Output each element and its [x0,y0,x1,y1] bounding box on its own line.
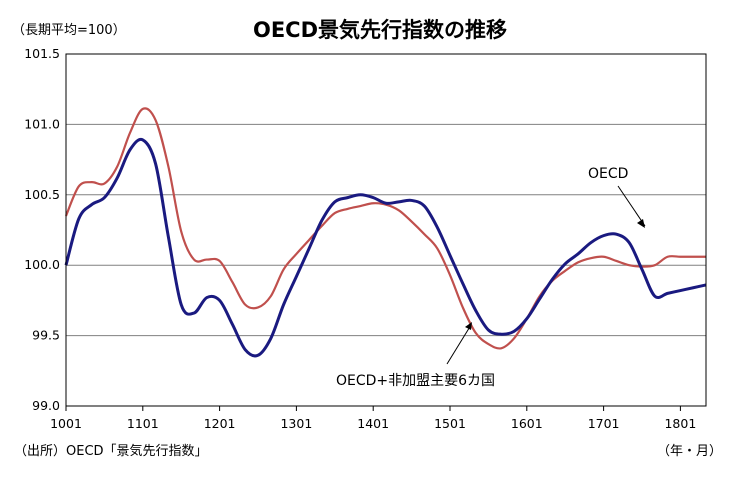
plot-frame [65,53,707,407]
x-tick-label: 1401 [357,416,389,431]
annotation-oecd-plus6-arrow [446,324,472,365]
x-axis-label: （年・月） [657,444,722,459]
y-axis-label: （長期平均=100） [12,23,126,38]
y-axis-ticks: 101.5 101.0 100.5 100.0 99.5 99.0 [24,46,60,413]
annotation-oecd-plus6-arrowhead [465,322,472,330]
annotation-oecd-arrow [617,185,646,227]
y-tick-label: 101.0 [24,116,60,131]
annotation-oecd-arrowhead [637,219,645,228]
x-axis-ticks: 1001 1101 1201 1301 1401 1501 1601 1701 1801 [50,406,696,431]
y-tick-label: 101.5 [24,46,60,61]
y-tick-label: 99.0 [32,398,60,413]
x-tick-label: 1201 [204,416,236,431]
x-tick-label: 1301 [280,416,312,431]
grid-lines [66,53,706,407]
x-tick-label: 1501 [434,416,466,431]
series-line-oecd [64,137,707,358]
x-tick-label: 1101 [127,416,159,431]
series-line-oecd-plus6 [64,107,706,350]
x-tick-label: 1801 [664,416,696,431]
source-note: （出所）OECD「景気先行指数」 [14,443,208,459]
annotation-oecd: OECD [588,166,628,182]
y-tick-label: 99.5 [32,328,60,343]
annotation-oecd-plus6: OECD+非加盟主要6カ国 [336,373,495,389]
annotations: OECD OECD+非加盟主要6カ国 [336,166,646,389]
series-lines [64,107,707,358]
x-tick-label: 1001 [50,416,82,431]
y-tick-label: 100.0 [24,257,60,272]
y-tick-label: 100.5 [24,187,60,202]
x-tick-label: 1701 [588,416,620,431]
chart-title: OECD景気先行指数の推移 [253,18,507,42]
x-tick-label: 1601 [511,416,543,431]
